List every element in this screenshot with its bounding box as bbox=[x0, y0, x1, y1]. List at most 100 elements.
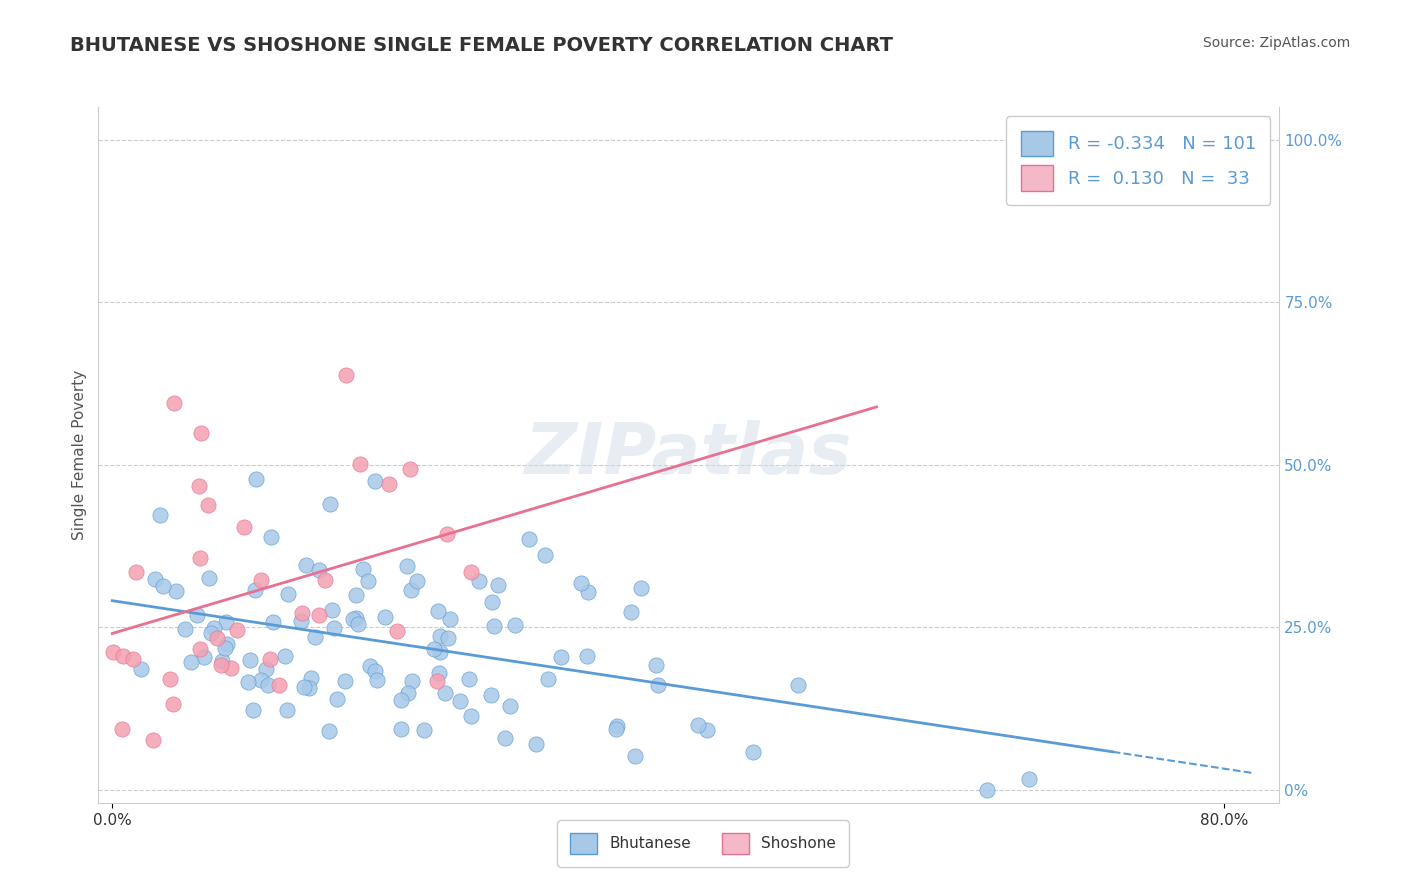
Point bbox=[606, 718, 628, 732]
Point bbox=[188, 551, 211, 566]
Point bbox=[576, 649, 599, 664]
Point bbox=[260, 530, 283, 544]
Point bbox=[214, 641, 236, 656]
Point bbox=[550, 650, 572, 665]
Point bbox=[364, 665, 387, 679]
Point bbox=[232, 519, 254, 533]
Point bbox=[242, 703, 264, 717]
Point bbox=[250, 573, 273, 587]
Point bbox=[226, 623, 249, 637]
Point bbox=[112, 648, 135, 663]
Point bbox=[219, 661, 242, 675]
Point bbox=[605, 722, 627, 736]
Point bbox=[696, 723, 718, 738]
Point bbox=[319, 497, 342, 511]
Point bbox=[569, 575, 592, 590]
Point bbox=[103, 644, 125, 658]
Text: Source: ZipAtlas.com: Source: ZipAtlas.com bbox=[1202, 36, 1350, 50]
Point bbox=[335, 673, 357, 688]
Point bbox=[620, 605, 643, 619]
Point bbox=[479, 688, 502, 702]
Point bbox=[429, 629, 451, 643]
Point bbox=[295, 558, 318, 573]
Point bbox=[299, 671, 322, 685]
Point bbox=[399, 583, 422, 598]
Point bbox=[1018, 772, 1040, 786]
Point bbox=[298, 681, 321, 696]
Point bbox=[344, 611, 367, 625]
Point bbox=[121, 651, 143, 665]
Point bbox=[262, 615, 284, 629]
Point bbox=[209, 657, 232, 672]
Y-axis label: Single Female Poverty: Single Female Poverty bbox=[72, 370, 87, 540]
Point bbox=[326, 692, 349, 706]
Point bbox=[439, 612, 461, 626]
Legend: Bhutanese, Shoshone: Bhutanese, Shoshone bbox=[557, 821, 849, 866]
Point bbox=[449, 694, 471, 708]
Point bbox=[423, 642, 446, 657]
Point bbox=[211, 654, 233, 668]
Point bbox=[344, 588, 367, 602]
Point bbox=[149, 508, 172, 522]
Point bbox=[786, 678, 808, 692]
Point bbox=[385, 624, 408, 639]
Point bbox=[437, 631, 460, 645]
Point bbox=[349, 457, 371, 471]
Point bbox=[427, 665, 450, 680]
Point bbox=[436, 527, 458, 541]
Point bbox=[239, 653, 262, 667]
Point bbox=[202, 621, 225, 635]
Point bbox=[142, 733, 165, 747]
Point bbox=[413, 723, 436, 737]
Point bbox=[152, 579, 174, 593]
Point bbox=[426, 674, 449, 689]
Point bbox=[357, 574, 380, 588]
Point bbox=[364, 474, 387, 488]
Point bbox=[427, 604, 450, 618]
Point bbox=[389, 693, 412, 707]
Legend: R = -0.334   N = 101, R =  0.130   N =  33: R = -0.334 N = 101, R = 0.130 N = 33 bbox=[1007, 116, 1271, 205]
Point bbox=[396, 559, 419, 574]
Point bbox=[468, 574, 491, 589]
Point bbox=[259, 652, 281, 666]
Point bbox=[188, 641, 211, 656]
Point bbox=[537, 673, 560, 687]
Point bbox=[308, 563, 330, 577]
Point bbox=[499, 698, 522, 713]
Point bbox=[335, 368, 357, 383]
Point bbox=[526, 737, 548, 751]
Point bbox=[481, 595, 503, 609]
Point bbox=[174, 622, 197, 636]
Point bbox=[517, 533, 540, 547]
Point bbox=[398, 462, 420, 476]
Point bbox=[125, 566, 148, 580]
Point bbox=[254, 662, 277, 676]
Point bbox=[180, 655, 202, 669]
Point bbox=[314, 573, 336, 587]
Point bbox=[215, 637, 238, 651]
Point bbox=[576, 585, 599, 599]
Point bbox=[406, 574, 429, 588]
Point bbox=[110, 722, 132, 736]
Point bbox=[644, 658, 666, 673]
Point bbox=[236, 674, 259, 689]
Point bbox=[396, 686, 419, 700]
Point bbox=[318, 723, 340, 738]
Point bbox=[165, 584, 187, 599]
Point bbox=[143, 572, 166, 586]
Point bbox=[322, 621, 344, 635]
Point bbox=[159, 673, 181, 687]
Point bbox=[197, 498, 219, 512]
Point bbox=[359, 658, 381, 673]
Point bbox=[401, 674, 423, 689]
Point bbox=[250, 673, 273, 687]
Text: BHUTANESE VS SHOSHONE SINGLE FEMALE POVERTY CORRELATION CHART: BHUTANESE VS SHOSHONE SINGLE FEMALE POVE… bbox=[70, 36, 893, 54]
Point bbox=[274, 648, 297, 663]
Point bbox=[623, 749, 645, 764]
Point bbox=[129, 663, 152, 677]
Point bbox=[389, 722, 412, 736]
Point bbox=[200, 625, 222, 640]
Point bbox=[366, 673, 388, 687]
Point bbox=[460, 709, 482, 723]
Point bbox=[193, 650, 215, 665]
